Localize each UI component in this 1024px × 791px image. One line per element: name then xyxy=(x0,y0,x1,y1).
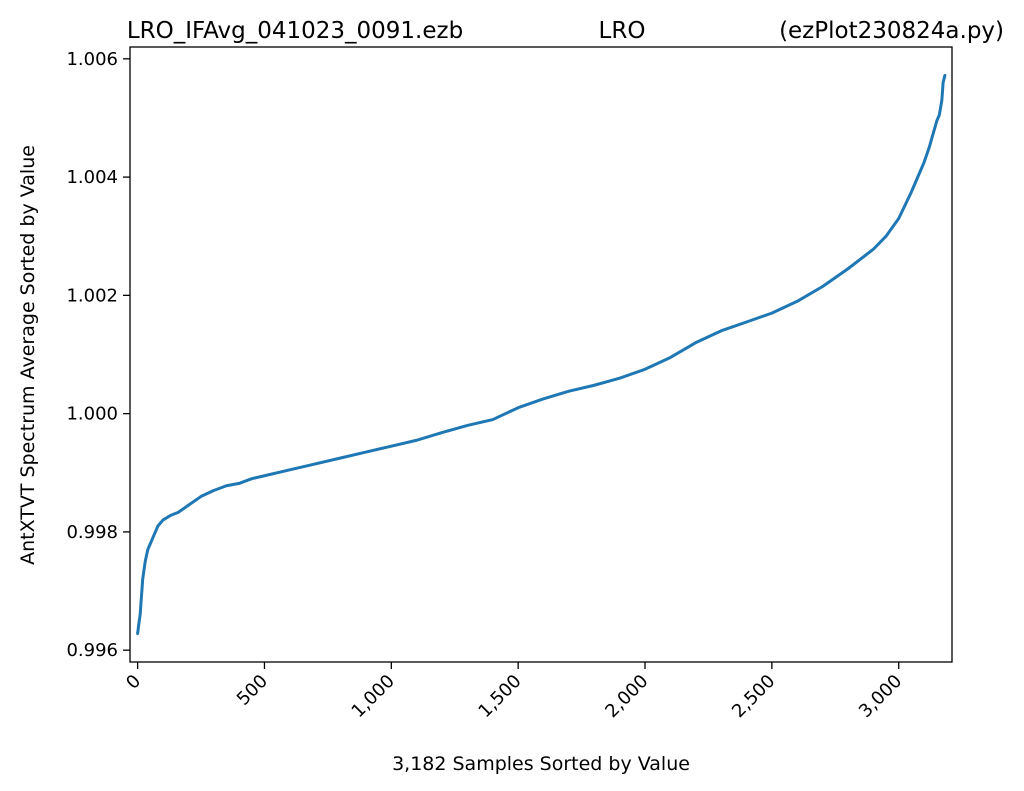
y-axis: 0.996 0.998 1.000 1.002 1.004 1.006 xyxy=(66,49,130,661)
y-tick-label: 1.002 xyxy=(66,285,118,306)
y-tick-label: 0.996 xyxy=(66,640,118,661)
x-tick-label: 0 xyxy=(122,671,145,694)
series-line-0 xyxy=(136,73,947,636)
y-tick-label: 0.998 xyxy=(66,522,118,543)
y-tick-label: 1.004 xyxy=(66,167,118,188)
x-tick-label: 500 xyxy=(233,671,272,710)
y-tick-label: 1.000 xyxy=(66,404,118,425)
y-axis-label: AntXTVT Spectrum Average Sorted by Value xyxy=(17,145,39,565)
x-tick-label: 1,500 xyxy=(474,671,525,722)
x-tick-label: 1,000 xyxy=(348,671,399,722)
x-tick-label: 2,500 xyxy=(728,671,779,722)
x-tick-label: 3,000 xyxy=(855,671,906,722)
chart-title-site: LRO xyxy=(599,18,646,44)
x-tick-label: 2,000 xyxy=(601,671,652,722)
y-tick-label: 1.006 xyxy=(66,49,118,70)
plot-frame xyxy=(129,46,953,663)
chart-title-script: (ezPlot230824a.py) xyxy=(779,18,1004,44)
plot-area xyxy=(136,73,947,636)
x-axis: 0 500 1,000 1,500 2,000 2,500 3,000 xyxy=(122,662,906,722)
x-axis-label: 3,182 Samples Sorted by Value xyxy=(392,753,690,775)
chart-title-file: LRO_IFAvg_041023_0091.ezb xyxy=(127,18,463,44)
